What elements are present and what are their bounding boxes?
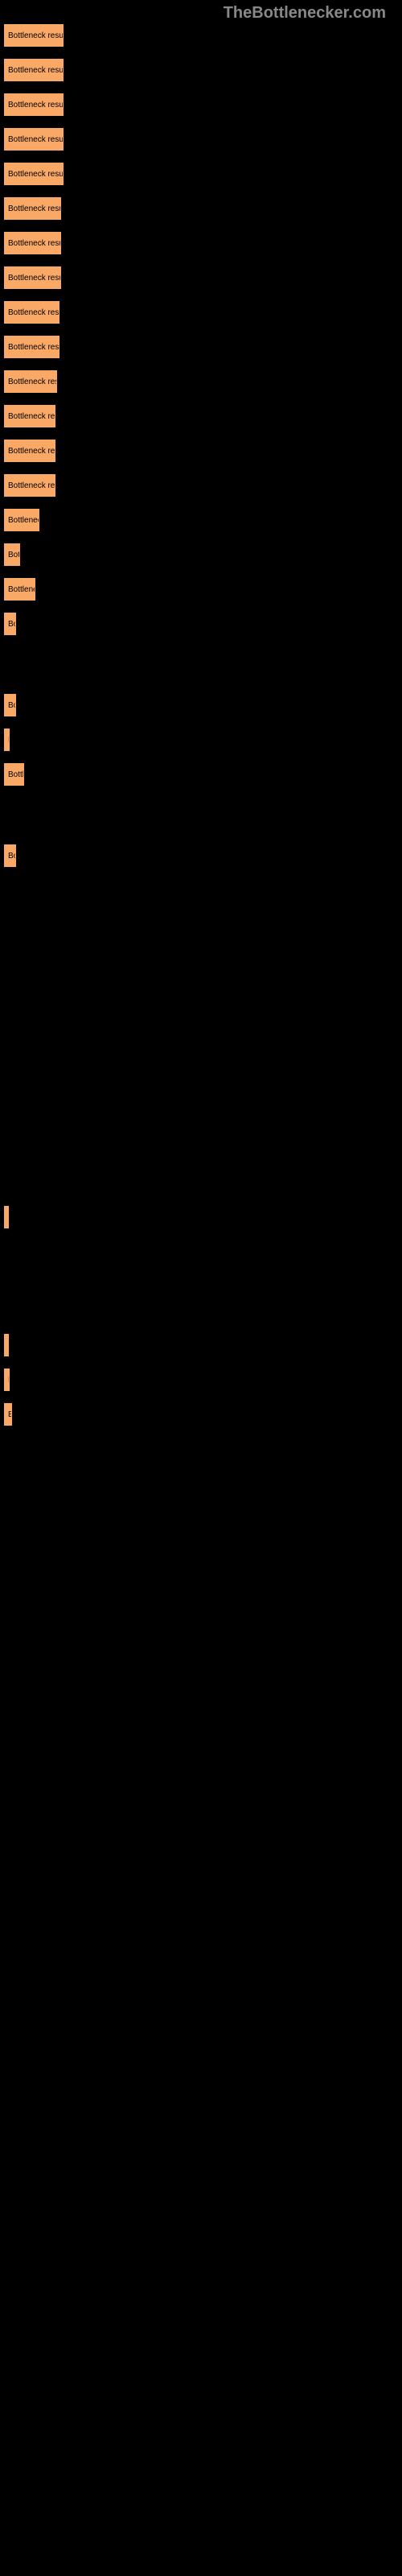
chart-bar: Bottleneck result <box>4 128 64 151</box>
chart-bar: Bottlene <box>4 578 35 601</box>
bar-wrapper: Bottleneck result <box>4 163 398 185</box>
chart-bar: Bottleneck resu <box>4 336 59 358</box>
bar-wrapper: Bottleneck resu <box>4 370 398 393</box>
bar-wrapper: Bo <box>4 844 398 867</box>
bar-wrapper <box>4 972 398 1007</box>
bar-wrapper <box>4 1334 398 1356</box>
chart-bar <box>4 1334 9 1356</box>
chart-bar: Bo <box>4 694 16 716</box>
bar-wrapper <box>4 926 398 960</box>
chart-container: Bottleneck result Bottleneck result Bottle… <box>0 0 402 1446</box>
bar-wrapper: B <box>4 729 398 751</box>
chart-bar: B <box>4 1403 12 1426</box>
chart-bar: B <box>4 1368 10 1391</box>
bar-wrapper <box>4 879 398 914</box>
bar-wrapper <box>4 1241 398 1275</box>
watermark: TheBottlenecker.com <box>224 4 386 23</box>
bar-wrapper <box>4 1206 398 1228</box>
chart-bar: Bottleneck resul <box>4 197 61 220</box>
chart-bar: Bo <box>4 613 16 635</box>
bar-wrapper: Bottle <box>4 763 398 786</box>
bar-wrapper <box>4 1066 398 1100</box>
bar-wrapper <box>4 647 398 682</box>
chart-bar: Bottleneck res <box>4 405 55 427</box>
chart-bar: Bottleneck res <box>4 440 55 462</box>
bar-wrapper <box>4 1287 398 1322</box>
chart-bar: Bottle <box>4 763 24 786</box>
bar-wrapper: Bottleneck resu <box>4 301 398 324</box>
chart-bar: Bottlenec <box>4 509 39 531</box>
bar-wrapper <box>4 1159 398 1194</box>
bar-wrapper: B <box>4 1368 398 1391</box>
bar-wrapper: Bottleneck result <box>4 59 398 81</box>
chart-bar: Bottleneck resu <box>4 301 59 324</box>
bar-wrapper: Bottleneck result <box>4 128 398 151</box>
bar-wrapper <box>4 1113 398 1147</box>
chart-bar: Bottleneck result <box>4 59 64 81</box>
bar-wrapper <box>4 798 398 832</box>
chart-bar: Bo <box>4 844 16 867</box>
bar-wrapper: Bottleneck result <box>4 24 398 47</box>
bar-wrapper: Bottleneck result <box>4 93 398 116</box>
chart-bar: Bottleneck result <box>4 163 64 185</box>
chart-bar: Bottleneck resu <box>4 370 57 393</box>
bar-wrapper: Bottlene <box>4 578 398 601</box>
bar-wrapper: Bottleneck resul <box>4 266 398 289</box>
chart-bar: Bottleneck res <box>4 474 55 497</box>
bar-wrapper: Bott <box>4 543 398 566</box>
chart-bar: Bottleneck result <box>4 93 64 116</box>
bar-wrapper: Bottleneck resul <box>4 232 398 254</box>
bar-wrapper: Bottlenec <box>4 509 398 531</box>
chart-bar: Bottleneck result <box>4 24 64 47</box>
chart-bar: Bottleneck resul <box>4 266 61 289</box>
chart-bar: Bottleneck resul <box>4 232 61 254</box>
bar-wrapper: B <box>4 1403 398 1426</box>
bar-wrapper: Bottleneck resul <box>4 197 398 220</box>
bar-wrapper: Bo <box>4 613 398 635</box>
bar-wrapper: Bo <box>4 694 398 716</box>
chart-bar: B <box>4 729 10 751</box>
chart-bar: Bott <box>4 543 20 566</box>
chart-bar <box>4 1206 9 1228</box>
bar-wrapper: Bottleneck res <box>4 405 398 427</box>
bar-wrapper: Bottleneck resu <box>4 336 398 358</box>
bar-wrapper <box>4 1019 398 1054</box>
bar-wrapper: Bottleneck res <box>4 474 398 497</box>
bar-wrapper: Bottleneck res <box>4 440 398 462</box>
